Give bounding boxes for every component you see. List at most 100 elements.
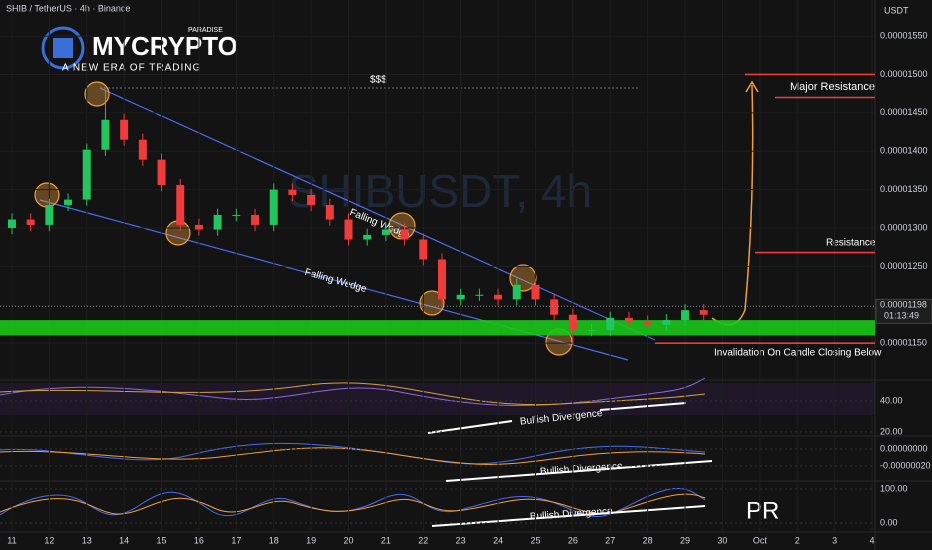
candle-body xyxy=(381,229,390,235)
indicator-tick-label: 20.00 xyxy=(880,426,903,436)
candle-body xyxy=(26,219,35,225)
candle-body xyxy=(288,189,297,195)
badge: PR xyxy=(746,497,779,524)
marker xyxy=(34,182,60,208)
logo-badge: PARADISE xyxy=(188,27,223,34)
y-tick-label: 0.00001450 xyxy=(880,107,928,117)
countdown: 01:13:49 xyxy=(884,311,919,321)
candle-body xyxy=(120,119,129,140)
x-tick-label: 26 xyxy=(568,535,578,545)
watermark: SHIBUSDT, 4h xyxy=(288,165,592,217)
arrow-head xyxy=(745,80,759,93)
x-tick-label: 30 xyxy=(717,535,727,545)
candle-body xyxy=(531,284,540,300)
axis-currency: USDT xyxy=(884,5,909,15)
candle-body xyxy=(624,317,633,322)
x-tick-label: 23 xyxy=(456,535,466,545)
x-tick-label: 2 xyxy=(795,535,800,545)
candle-body xyxy=(101,119,110,150)
y-tick-label: 0.00001500 xyxy=(880,69,928,79)
chart-title: SHIB / TetherUS · 4h · Binance xyxy=(6,3,130,13)
rsi-ma xyxy=(0,382,706,406)
candle-body xyxy=(64,199,73,205)
macd-signal xyxy=(0,447,706,465)
logo-tagline: A NEW ERA OF TRADING xyxy=(62,63,201,74)
candle-body xyxy=(643,321,652,325)
indicator-tick-label: 40.00 xyxy=(880,395,903,405)
candle-body xyxy=(437,259,446,300)
divergence-line xyxy=(445,460,713,482)
divergence-line xyxy=(431,505,706,527)
candle-body xyxy=(400,229,409,240)
wedge-line xyxy=(99,87,656,341)
x-tick-label: 22 xyxy=(418,535,428,545)
indicator-tick-label: 0.00000000 xyxy=(880,443,928,453)
candle-body xyxy=(363,234,372,240)
x-tick-label: 11 xyxy=(7,535,16,545)
x-tick-label: Oct xyxy=(753,535,768,545)
candle-body xyxy=(176,185,185,225)
candle-body xyxy=(344,219,353,240)
candle-body xyxy=(7,219,16,228)
candle-body xyxy=(194,224,203,230)
candle-body xyxy=(325,204,334,220)
annotation: Invalidation On Candle Closing Below xyxy=(714,348,882,359)
candle-body xyxy=(157,159,166,186)
candle-body xyxy=(45,204,54,225)
candle-body xyxy=(269,189,278,225)
marker xyxy=(84,81,110,107)
y-tick-label: 0.00001550 xyxy=(880,30,928,40)
candle-body xyxy=(606,317,615,331)
y-tick-label: 0.00001150 xyxy=(880,338,927,348)
candle-body xyxy=(568,314,577,331)
annotation: Major Resistance xyxy=(790,81,875,93)
x-tick-label: 12 xyxy=(44,535,54,545)
x-tick-label: 13 xyxy=(82,535,92,545)
x-tick-label: 18 xyxy=(269,535,279,545)
annotation: $$$ xyxy=(370,75,387,86)
last-price-box xyxy=(875,298,932,324)
y-tick-label: 0.00001250 xyxy=(880,261,928,271)
x-tick-label: 24 xyxy=(493,535,503,545)
y-tick-label: 0.00001350 xyxy=(880,184,928,194)
x-tick-label: 27 xyxy=(605,535,615,545)
x-tick-label: 29 xyxy=(680,535,690,545)
x-tick-label: 3 xyxy=(832,535,837,545)
x-tick-label: 17 xyxy=(231,535,241,545)
candle-body xyxy=(587,330,596,332)
x-tick-label: 14 xyxy=(119,535,129,545)
candle-body xyxy=(662,320,671,325)
logo-name: MYCRYPTO xyxy=(92,31,238,61)
candle-body xyxy=(512,284,521,300)
candle-body xyxy=(550,299,559,315)
candle-body xyxy=(699,310,708,315)
x-tick-label: 28 xyxy=(643,535,653,545)
candle-body xyxy=(475,294,484,296)
x-tick-label: 19 xyxy=(306,535,316,545)
logo-icon xyxy=(53,38,73,58)
candle-body xyxy=(232,214,241,216)
candle-body xyxy=(419,239,428,260)
candle-body xyxy=(213,214,222,230)
x-tick-label: 21 xyxy=(381,535,391,545)
candle-body xyxy=(494,294,503,300)
candle-body xyxy=(307,194,316,205)
candle-body xyxy=(82,149,91,200)
support-zone xyxy=(0,320,875,336)
candle-body xyxy=(251,214,260,225)
y-tick-label: 0.00001300 xyxy=(880,222,928,232)
candle-body xyxy=(456,294,465,300)
annotation: Resistance xyxy=(826,238,876,249)
x-tick-label: 15 xyxy=(157,535,167,545)
indicator-tick-label: 0.00 xyxy=(880,517,898,527)
x-tick-label: 20 xyxy=(343,535,353,545)
x-tick-label: 25 xyxy=(530,535,540,545)
candle-body xyxy=(138,139,147,160)
indicator-tick-label: -0.00000020 xyxy=(880,460,931,470)
last-price-label: 0.00001198 xyxy=(880,300,927,310)
y-tick-label: 0.00001400 xyxy=(880,146,928,156)
x-tick-label: 4 xyxy=(870,535,875,545)
x-tick-label: 16 xyxy=(194,535,204,545)
rsi-line xyxy=(0,377,706,407)
